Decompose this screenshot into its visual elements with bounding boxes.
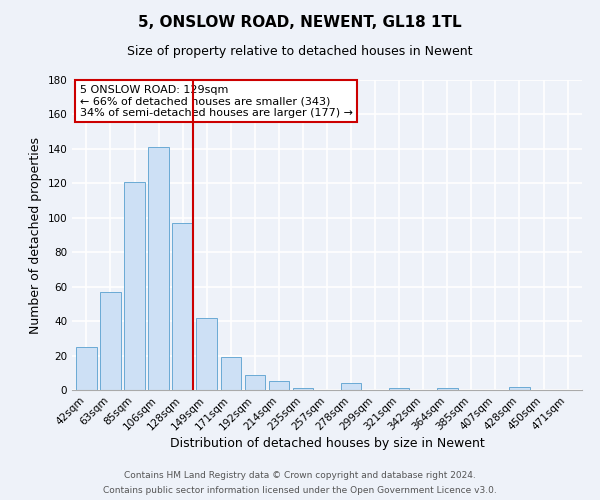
Bar <box>509 386 530 390</box>
Bar <box>196 318 217 390</box>
Text: Contains HM Land Registry data © Crown copyright and database right 2024.: Contains HM Land Registry data © Crown c… <box>124 471 476 480</box>
Bar <box>148 147 169 390</box>
Bar <box>124 182 145 390</box>
Bar <box>76 347 97 390</box>
Bar <box>341 383 361 390</box>
Y-axis label: Number of detached properties: Number of detached properties <box>29 136 42 334</box>
Bar <box>100 292 121 390</box>
Text: 5 ONSLOW ROAD: 129sqm
← 66% of detached houses are smaller (343)
34% of semi-det: 5 ONSLOW ROAD: 129sqm ← 66% of detached … <box>80 84 353 118</box>
Bar <box>172 223 193 390</box>
Bar <box>293 388 313 390</box>
X-axis label: Distribution of detached houses by size in Newent: Distribution of detached houses by size … <box>170 438 484 450</box>
Bar <box>437 388 458 390</box>
Text: Size of property relative to detached houses in Newent: Size of property relative to detached ho… <box>127 45 473 58</box>
Bar <box>269 382 289 390</box>
Bar <box>389 388 409 390</box>
Bar <box>245 374 265 390</box>
Bar <box>221 358 241 390</box>
Text: 5, ONSLOW ROAD, NEWENT, GL18 1TL: 5, ONSLOW ROAD, NEWENT, GL18 1TL <box>138 15 462 30</box>
Text: Contains public sector information licensed under the Open Government Licence v3: Contains public sector information licen… <box>103 486 497 495</box>
